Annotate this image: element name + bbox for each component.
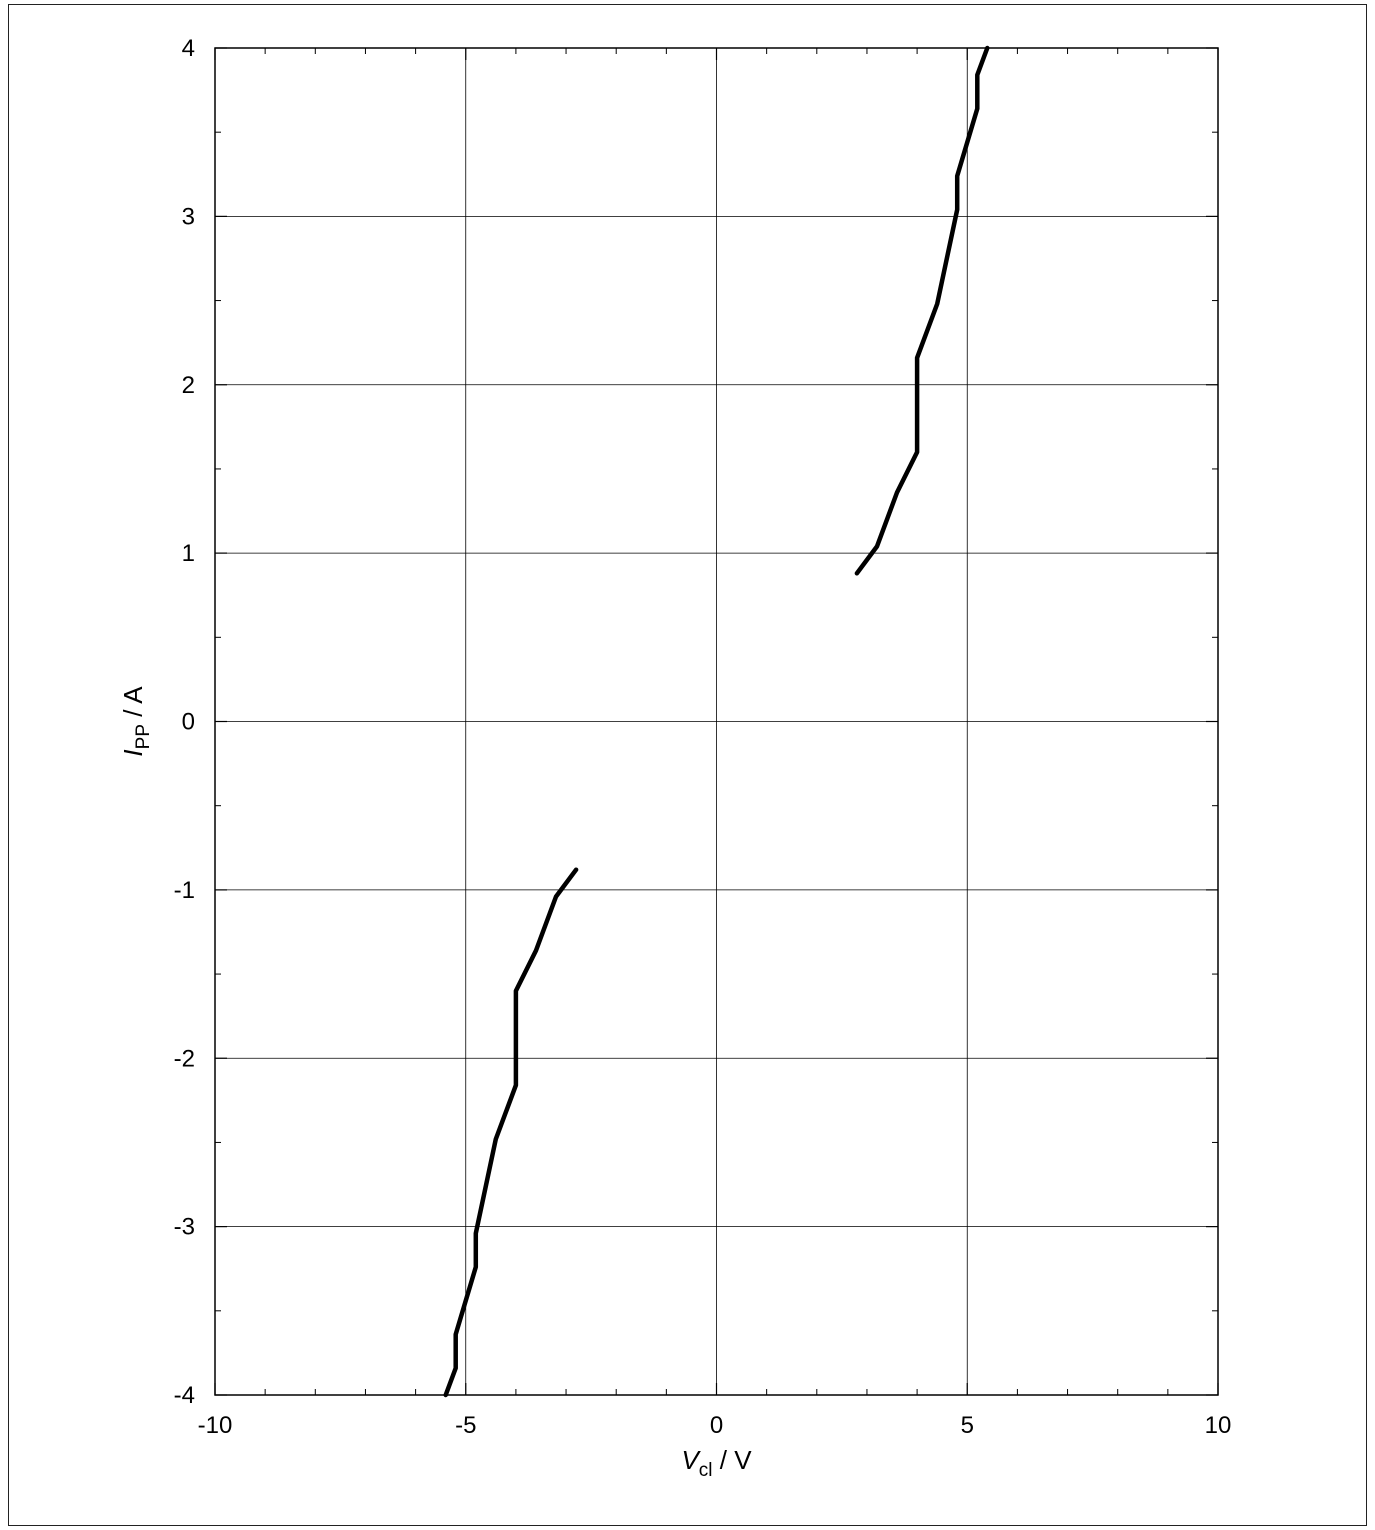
x-tick-label: 0: [710, 1412, 723, 1439]
y-axis-label: IPP / A: [118, 686, 154, 757]
y-tick-label: 0: [182, 709, 195, 736]
y-tick-label: 3: [182, 203, 195, 230]
series-line-1: [854, 45, 990, 576]
y-tick-label: -3: [174, 1214, 195, 1241]
grid-layer: [214, 47, 1219, 1396]
y-tick-label: 2: [182, 372, 195, 399]
x-axis-label-main: V: [681, 1445, 701, 1475]
y-axis-label-unit: / A: [118, 686, 148, 724]
y-tick-label: -4: [174, 1382, 195, 1409]
y-tick-label: -2: [174, 1045, 195, 1072]
y-axis-label-main: I: [118, 749, 148, 756]
x-axis-label-unit: / V: [713, 1445, 753, 1475]
series-line-2: [443, 867, 579, 1398]
series-layer: [443, 45, 990, 1398]
x-axis-label: Vcl / V: [681, 1445, 752, 1481]
x-tick-label: -5: [455, 1412, 476, 1439]
x-tick-label: 10: [1205, 1412, 1232, 1439]
x-axis-label-sub: cl: [699, 1460, 713, 1481]
y-tick-label: 1: [182, 540, 195, 567]
x-tick-label: -10: [198, 1412, 233, 1439]
y-tick-label: -1: [174, 877, 195, 904]
y-tick-label: 4: [182, 35, 195, 62]
x-tick-label: 5: [961, 1412, 974, 1439]
y-axis-label-sub: PP: [133, 724, 154, 749]
figure-frame: [8, 4, 1367, 1526]
plot-area: [214, 47, 1219, 1396]
